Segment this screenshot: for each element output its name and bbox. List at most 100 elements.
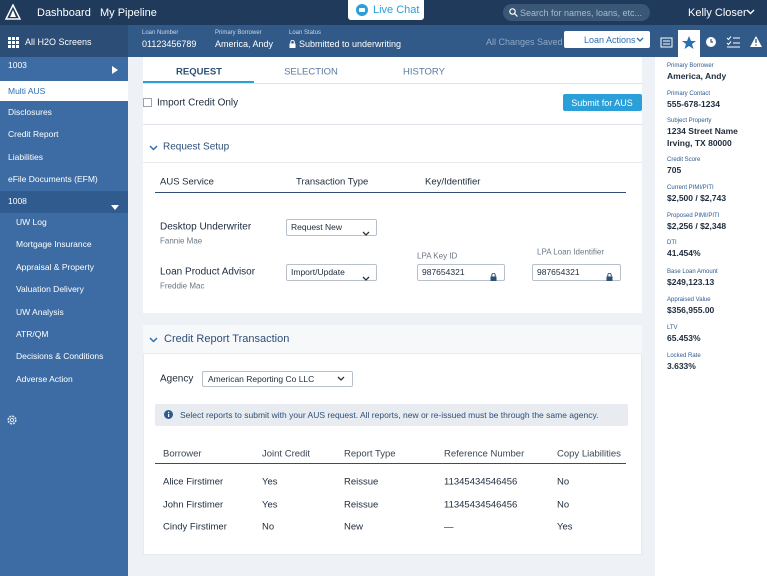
- field-value: 01123456789: [142, 39, 197, 49]
- sidebar-subitem[interactable]: Mortgage Insurance: [16, 239, 92, 250]
- settings-icon[interactable]: [6, 414, 18, 426]
- field-label: Loan Status: [289, 30, 322, 36]
- chevron-svg: [362, 276, 370, 281]
- sidebar: [0, 57, 128, 576]
- active-tab-underline: [143, 81, 254, 83]
- tab[interactable]: REQUEST: [176, 66, 222, 78]
- sidebar-item[interactable]: Multi AUS: [8, 86, 46, 97]
- summary-label: Primary Contact: [667, 91, 711, 97]
- transaction-value[interactable]: Request New: [291, 222, 343, 232]
- table-cell: No: [262, 521, 275, 533]
- collapse-arrow-svg: [111, 205, 119, 211]
- field-label: Primary Borrower: [215, 30, 262, 36]
- checkbox[interactable]: [143, 98, 152, 107]
- live-chat-button[interactable]: [348, 0, 424, 20]
- search-icon: [509, 8, 518, 17]
- section-title: Credit Report Transaction: [164, 333, 290, 345]
- sidebar-subitem[interactable]: Valuation Delivery: [16, 284, 84, 295]
- search-box[interactable]: [503, 4, 650, 21]
- transaction-select[interactable]: [286, 219, 377, 236]
- summary-value: Irving, TX 80000: [667, 138, 732, 148]
- sidebar-subitem[interactable]: UW Analysis: [16, 306, 64, 317]
- chevron-svg: [362, 231, 370, 236]
- lock-icon: [289, 40, 296, 48]
- loan-id-label: LPA Loan Identifier: [537, 247, 605, 257]
- sidebar-group[interactable]: [0, 191, 128, 214]
- table-cell: 11345434546456: [444, 499, 518, 510]
- collapse-chevron[interactable]: [149, 145, 158, 151]
- nav-link[interactable]: My Pipeline: [100, 7, 157, 19]
- column-header: Key/Identifier: [425, 176, 481, 188]
- sidebar-subitem[interactable]: Appraisal & Property: [16, 261, 94, 272]
- chevron: [636, 37, 644, 42]
- sidebar-item[interactable]: Credit Report: [8, 129, 59, 140]
- lock-icon-svg: [490, 272, 497, 281]
- screens-label[interactable]: All H2O Screens: [25, 37, 92, 47]
- field-value: Submitted to underwriting: [299, 39, 402, 49]
- save-status: All Changes Saved: [486, 37, 563, 47]
- summary-label: DTI: [667, 240, 677, 246]
- submit-button[interactable]: [563, 94, 642, 111]
- sidebar-item[interactable]: Disclosures: [8, 106, 52, 117]
- info-icon: [164, 410, 173, 419]
- key-value: 987654321: [422, 267, 465, 277]
- column-header: Transaction Type: [296, 176, 369, 188]
- agency-select[interactable]: [202, 371, 353, 387]
- transaction-value[interactable]: Import/Update: [291, 267, 345, 277]
- sidebar-subitem[interactable]: UW Log: [16, 217, 47, 227]
- loan-id-input: [532, 264, 621, 281]
- tab[interactable]: HISTORY: [403, 66, 445, 78]
- tab[interactable]: SELECTION: [284, 66, 338, 78]
- summary-value: $249,123.13: [667, 277, 715, 287]
- aus-service: Loan Product Advisor: [160, 266, 256, 278]
- sidebar-item[interactable]: Liabilities: [8, 151, 43, 162]
- nav-link[interactable]: Dashboard: [37, 7, 91, 19]
- summary-value: 41.454%: [667, 248, 701, 258]
- submit-label[interactable]: Submit for AUS: [571, 98, 633, 108]
- user-name[interactable]: Kelly Closer: [688, 7, 747, 19]
- chevron: [337, 376, 345, 381]
- table-cell: John Firstimer: [163, 499, 224, 510]
- sidebar-item[interactable]: 1003: [8, 60, 27, 70]
- table-cell: Cindy Firstimer: [163, 521, 227, 533]
- sidebar-subitem[interactable]: Adverse Action: [16, 373, 73, 384]
- sidebar-subitem[interactable]: ATR/QM: [16, 329, 49, 339]
- sidebar-item[interactable]: 1008: [8, 196, 27, 207]
- summary-value: 555-678-1234: [667, 99, 720, 109]
- summary-value: 65.453%: [667, 333, 701, 343]
- chat-icon: [356, 4, 368, 16]
- logo: [5, 4, 21, 20]
- search-placeholder: Search for names, loans, etc...: [520, 8, 643, 18]
- sidebar-subitem[interactable]: Decisions & Conditions: [16, 351, 104, 362]
- panel-tabs[interactable]: [655, 25, 767, 57]
- loan-actions-button[interactable]: [564, 31, 650, 48]
- sidebar-item-selected[interactable]: [0, 81, 128, 102]
- table-header-line: [155, 192, 626, 193]
- chevron: [362, 224, 370, 236]
- import-credit-label[interactable]: Import Credit Only: [157, 97, 239, 109]
- table-header-line: [155, 463, 626, 464]
- key-label: LPA Key ID: [417, 251, 458, 261]
- summary-label: Locked Rate: [667, 353, 701, 359]
- collapse-chevron[interactable]: [149, 337, 158, 343]
- lock-icon: [606, 268, 613, 281]
- agency-value[interactable]: American Reporting Co LLC: [208, 374, 315, 384]
- live-chat-label[interactable]: Live Chat: [373, 4, 420, 16]
- loan-id-value: 987654321: [537, 267, 580, 277]
- summary-label: Proposed PIMI/PITI: [667, 213, 720, 219]
- aus-provider: Freddie Mac: [160, 281, 205, 291]
- table-cell: Reissue: [344, 499, 379, 510]
- summary-label: Primary Borrower: [667, 63, 714, 69]
- agency-label: Agency: [160, 373, 194, 385]
- sidebar-item[interactable]: eFile Documents (EFM): [8, 174, 98, 184]
- summary-label: Credit Score: [667, 157, 701, 163]
- table-cell: Yes: [557, 521, 573, 533]
- summary-label: Base Loan Amount: [667, 269, 718, 275]
- summary-panel: [655, 57, 767, 576]
- transaction-select[interactable]: [286, 264, 377, 281]
- tabs-divider: [143, 83, 642, 84]
- aus-provider: Fannie Mae: [160, 236, 203, 246]
- loan-actions-label[interactable]: Loan Actions: [584, 35, 636, 45]
- screens-bar: [0, 25, 128, 57]
